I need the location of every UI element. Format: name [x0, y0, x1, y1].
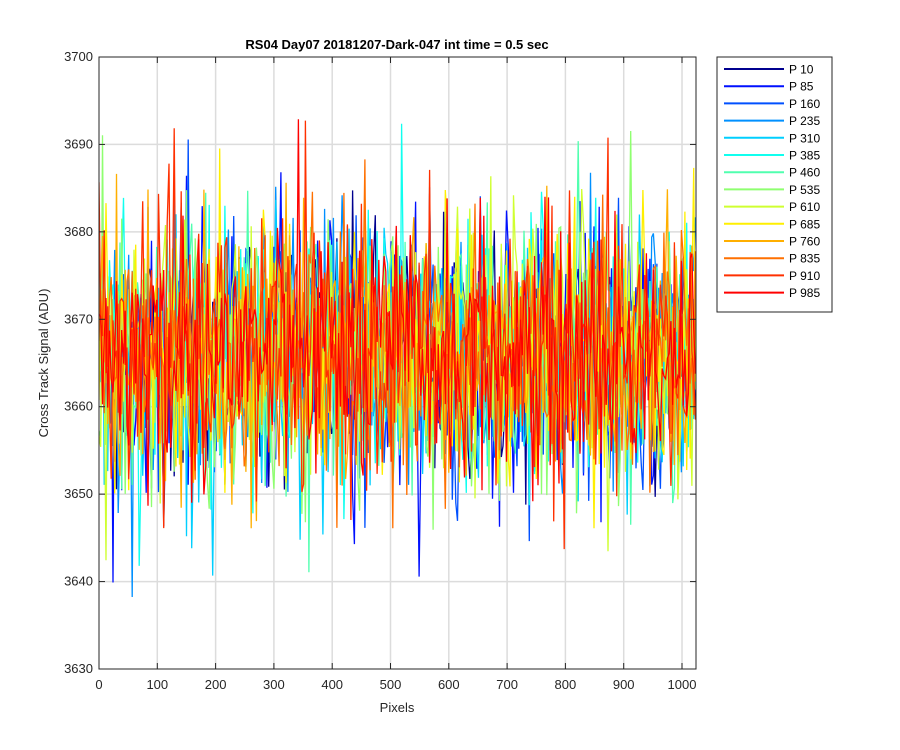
y-tick-label: 3640 [64, 574, 93, 589]
x-tick-label: 500 [380, 677, 402, 692]
y-tick-label: 3700 [64, 49, 93, 64]
x-tick-label: 300 [263, 677, 285, 692]
y-tick-label: 3680 [64, 224, 93, 239]
x-tick-label: 200 [205, 677, 227, 692]
legend-label: P 910 [789, 269, 820, 283]
series-line [99, 119, 696, 506]
legend-label: P 760 [789, 235, 820, 249]
plot-frame [98, 56, 697, 670]
x-tick-label: 600 [438, 677, 460, 692]
legend-label: P 460 [789, 166, 820, 180]
legend: P 10 P 85 P 160 P 235 P 310 P 385 P 460 P 535 P … [716, 56, 833, 313]
legend-label: P 610 [789, 200, 820, 214]
y-tick-label: 3650 [64, 486, 93, 501]
y-tick-label: 3690 [64, 136, 93, 151]
y-tick-label: 3670 [64, 311, 93, 326]
x-tick-label: 1000 [668, 677, 697, 692]
legend-label: P 985 [789, 286, 820, 300]
x-axis-label: Pixels [380, 700, 415, 715]
legend-label: P 535 [789, 183, 820, 197]
y-axis-label: Cross Track Signal (ADU) [36, 289, 51, 438]
axis-ticks: 0 100 200 300 400 500 600 700 800 900 1000 3630 3640… [64, 49, 696, 692]
x-tick-label: 800 [555, 677, 577, 692]
legend-label: P 835 [789, 252, 820, 266]
legend-label: P 235 [789, 114, 820, 128]
legend-label: P 160 [789, 97, 820, 111]
legend-label: P 85 [789, 80, 814, 94]
legend-label: P 10 [789, 63, 814, 77]
x-tick-label: 700 [496, 677, 518, 692]
series-lines [99, 119, 696, 598]
legend-label: P 385 [789, 149, 820, 163]
legend-box [716, 56, 833, 313]
x-tick-label: 100 [146, 677, 168, 692]
legend-label: P 685 [789, 217, 820, 231]
x-tick-label: 900 [613, 677, 635, 692]
x-tick-label: 400 [321, 677, 343, 692]
x-tick-label: 0 [95, 677, 102, 692]
y-tick-label: 3660 [64, 399, 93, 414]
chart-title: RS04 Day07 20181207-Dark-047 int time = … [245, 37, 548, 52]
legend-label: P 310 [789, 131, 820, 145]
y-tick-label: 3630 [64, 661, 93, 676]
